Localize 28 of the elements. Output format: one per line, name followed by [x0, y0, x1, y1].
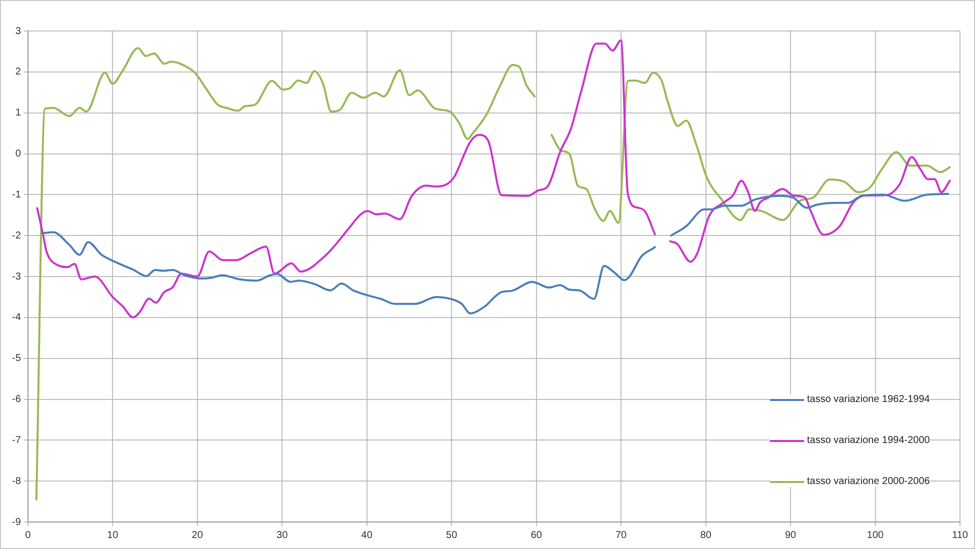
y-tick-label: -2	[12, 230, 22, 242]
x-tick-label: 50	[446, 530, 458, 541]
y-tick-label: -8	[12, 476, 22, 487]
y-tick-label: -3	[12, 271, 22, 282]
y-tick-label: 3	[15, 26, 22, 37]
legend-label: tasso variazione 2000-2006	[807, 476, 930, 487]
y-tick-label: 2	[15, 66, 22, 78]
y-tick-label: -9	[12, 516, 22, 528]
y-tick-label: -7	[12, 434, 22, 446]
legend-label: tasso variazione 1962-1994	[807, 394, 930, 405]
y-tick-label: 1	[15, 108, 22, 119]
x-tick-label: 0	[25, 530, 32, 541]
y-tick-label: -4	[12, 312, 22, 324]
x-tick-label: 40	[361, 530, 373, 541]
x-tick-label: 20	[192, 530, 204, 541]
y-tick-label: 0	[15, 148, 22, 160]
y-tick-label: -1	[12, 189, 22, 200]
legend-label: tasso variazione 1994-2000	[807, 435, 930, 446]
x-tick-label: 30	[276, 530, 288, 541]
x-tick-label: 70	[615, 530, 628, 541]
x-tick-label: 80	[700, 530, 712, 541]
x-tick-label: 10	[107, 530, 119, 541]
y-tick-label: -6	[12, 394, 22, 405]
x-tick-label: 110	[952, 530, 968, 541]
x-tick-label: 90	[784, 530, 797, 541]
x-tick-label: 60	[530, 530, 542, 541]
x-tick-label: 100	[866, 530, 884, 541]
y-tick-label: -5	[12, 353, 22, 364]
